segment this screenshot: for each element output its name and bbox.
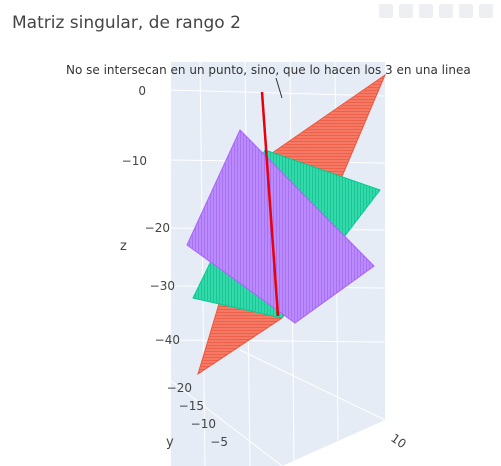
z-tick-label: −20 xyxy=(145,221,170,235)
camera-icon[interactable] xyxy=(379,4,393,18)
y-tick-label: −5 xyxy=(210,435,228,449)
x-axis: 10 xyxy=(388,431,409,451)
rotate-icon[interactable] xyxy=(439,4,453,18)
z-tick-label: −10 xyxy=(122,154,147,168)
zoom-icon[interactable] xyxy=(399,4,413,18)
modebar[interactable] xyxy=(379,4,493,18)
z-axis: z 0 −10 −20 −30 −40 xyxy=(120,84,180,347)
chart-title: Matriz singular, de rango 2 xyxy=(12,13,241,33)
z-tick-label: −40 xyxy=(155,333,180,347)
chart-annotation: No se intersecan en un punto, sino, que … xyxy=(66,63,471,77)
y-tick-label: −15 xyxy=(179,399,204,413)
intersection-line xyxy=(260,91,280,317)
plotly-logo-icon[interactable] xyxy=(479,4,493,18)
z-tick-label: −30 xyxy=(150,279,175,293)
y-axis-label: y xyxy=(166,435,174,450)
plane-surface-purple[interactable] xyxy=(186,129,375,324)
home-icon[interactable] xyxy=(459,4,473,18)
pan-icon[interactable] xyxy=(419,4,433,18)
y-tick-label: −10 xyxy=(191,417,216,431)
z-axis-label: z xyxy=(120,239,127,254)
x-tick-label: 10 xyxy=(388,431,409,451)
annotation-arrow xyxy=(275,77,283,99)
y-axis: −20 −15 −10 −5 y xyxy=(166,381,228,450)
z-tick-label: 0 xyxy=(138,84,146,98)
y-tick-label: −20 xyxy=(167,381,192,395)
